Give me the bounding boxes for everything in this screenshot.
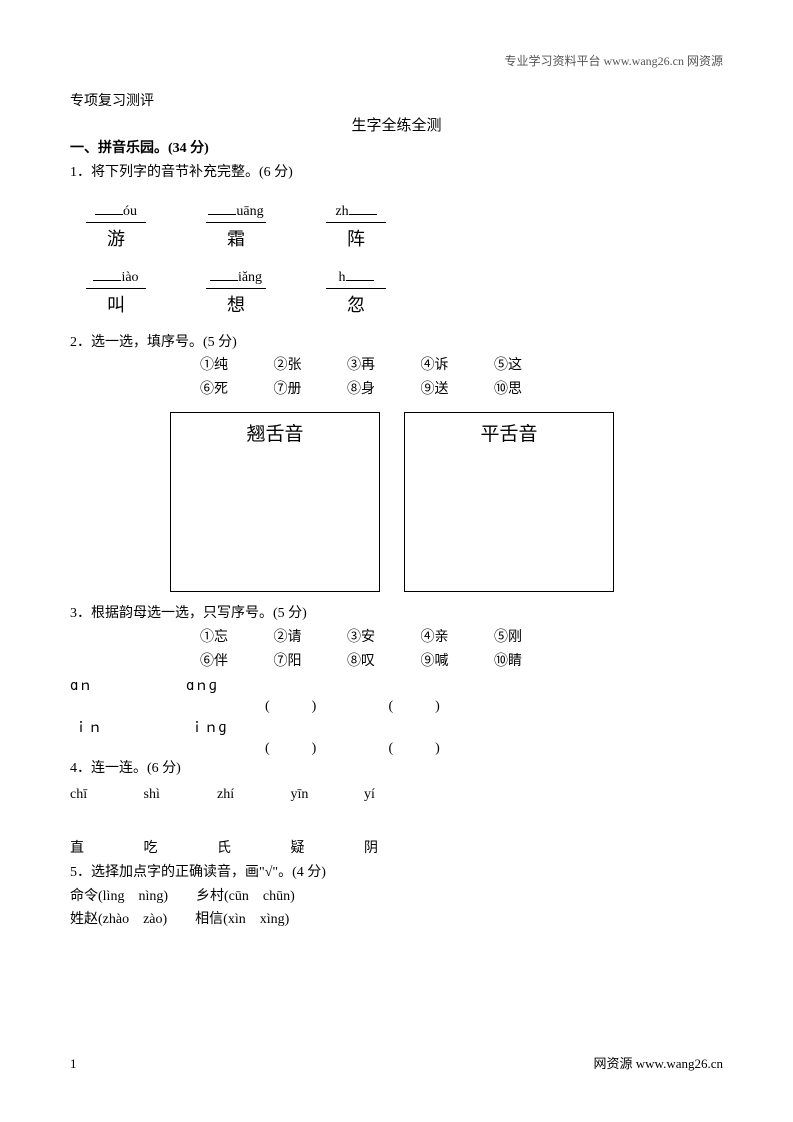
pinyin-item: uāng 霜 — [196, 201, 276, 251]
pinyin-item: yīn — [291, 783, 361, 807]
option: ⑤这 — [494, 354, 564, 378]
char-item: 氏 — [217, 837, 287, 861]
option: ⑧身 — [347, 378, 417, 402]
question-2-title: 2．选一选，填序号。(5 分) — [70, 331, 723, 355]
option: ⑥伴 — [200, 650, 270, 674]
char-text: 叫 — [107, 291, 125, 317]
section-title: 专项复习测评 — [70, 90, 723, 110]
option: ⑩睛 — [494, 650, 564, 674]
in-ing-row: ｉｎ ｉｎɡ — [70, 717, 723, 737]
q2-options-row2: ⑥死 ⑦册 ⑧身 ⑨送 ⑩思 — [200, 378, 723, 402]
char-item: 疑 — [291, 837, 361, 861]
option: ④诉 — [421, 354, 491, 378]
paren-blank[interactable]: ( ) — [389, 737, 509, 757]
pinyin-item: chī — [70, 783, 140, 807]
divider — [86, 222, 146, 223]
label-an: ɑｎ — [70, 675, 110, 695]
pinyin-item: shì — [144, 783, 214, 807]
divider — [206, 288, 266, 289]
an-ang-row: ɑｎ ɑｎɡ — [70, 675, 723, 695]
char-item: 吃 — [144, 837, 214, 861]
q2-options-row1: ①纯 ②张 ③再 ④诉 ⑤这 — [200, 354, 723, 378]
question-4-title: 4．连一连。(6 分) — [70, 757, 723, 781]
question-5-title: 5．选择加点字的正确读音，画"√"。(4 分) — [70, 861, 723, 885]
pinyin-item: yí — [364, 783, 434, 807]
blank-line[interactable] — [210, 267, 238, 281]
option: ③再 — [347, 354, 417, 378]
option: ⑥死 — [200, 378, 270, 402]
option: ⑦册 — [274, 378, 344, 402]
pinyin-fill-row-1: óu 游 uāng 霜 zh 阵 — [76, 201, 723, 251]
pinyin-item: zhí — [217, 783, 287, 807]
blank-line[interactable] — [95, 201, 123, 215]
pinyin-text: zh — [335, 204, 348, 220]
option: ⑩思 — [494, 378, 564, 402]
paren-row-1: ( ) ( ) — [265, 695, 723, 715]
pinyin-text: óu — [123, 204, 137, 220]
label-in: ｉｎ — [74, 717, 114, 737]
char-item: 阴 — [364, 837, 434, 861]
q5-line1: 命令(lìng nìng) 乡村(cūn chūn) — [70, 885, 723, 909]
blank-line[interactable] — [208, 201, 236, 215]
option: ②请 — [274, 626, 344, 650]
pinyin-fill-row-2: iào 叫 iǎng 想 h 忽 — [76, 267, 723, 317]
q5-line2: 姓赵(zhào zào) 相信(xìn xìng) — [70, 908, 723, 932]
option: ⑦阳 — [274, 650, 344, 674]
label-ing: ｉｎɡ — [190, 717, 270, 737]
answer-box-2[interactable]: 平舌音 — [404, 412, 614, 592]
option: ①纯 — [200, 354, 270, 378]
blank-line[interactable] — [346, 267, 374, 281]
main-title: 生字全练全测 — [70, 114, 723, 135]
divider — [86, 288, 146, 289]
divider — [326, 222, 386, 223]
q4-pinyin-row: chī shì zhí yīn yí — [70, 783, 723, 807]
box-title: 平舌音 — [405, 419, 613, 446]
pinyin-text: iào — [121, 270, 138, 286]
pinyin-item: óu 游 — [76, 201, 156, 251]
char-text: 想 — [227, 291, 245, 317]
paren-blank[interactable]: ( ) — [389, 695, 509, 715]
char-text: 游 — [107, 225, 125, 251]
question-3-title: 3．根据韵母选一选，只写序号。(5 分) — [70, 602, 723, 626]
answer-box-1[interactable]: 翘舌音 — [170, 412, 380, 592]
pinyin-item: h 忽 — [316, 267, 396, 317]
option: ①忘 — [200, 626, 270, 650]
label-ang: ɑｎɡ — [186, 675, 266, 695]
box-title: 翘舌音 — [171, 419, 379, 446]
pinyin-text: iǎng — [238, 270, 262, 286]
footer-source: 网资源 www.wang26.cn — [594, 1053, 724, 1072]
paren-blank[interactable]: ( ) — [265, 737, 385, 757]
blank-line[interactable] — [93, 267, 121, 281]
char-text: 阵 — [347, 225, 365, 251]
page-number: 1 — [70, 1056, 77, 1072]
header-source: 专业学习资料平台 www.wang26.cn 网资源 — [504, 52, 723, 69]
pinyin-item: iào 叫 — [76, 267, 156, 317]
q3-options-row1: ①忘 ②请 ③安 ④亲 ⑤刚 — [200, 626, 723, 650]
pinyin-text: h — [339, 270, 346, 286]
option: ②张 — [274, 354, 344, 378]
pinyin-item: zh 阵 — [316, 201, 396, 251]
divider — [326, 288, 386, 289]
q4-chars-row: 直 吃 氏 疑 阴 — [70, 837, 723, 861]
char-text: 忽 — [347, 291, 365, 317]
pinyin-item: iǎng 想 — [196, 267, 276, 317]
paren-row-2: ( ) ( ) — [265, 737, 723, 757]
char-text: 霜 — [227, 225, 245, 251]
paren-blank[interactable]: ( ) — [265, 695, 385, 715]
blank-line[interactable] — [349, 201, 377, 215]
option: ⑤刚 — [494, 626, 564, 650]
option: ⑧叹 — [347, 650, 417, 674]
option: ④亲 — [421, 626, 491, 650]
char-item: 直 — [70, 837, 140, 861]
question-1-sub: 1．将下列字的音节补充完整。(6 分) — [70, 161, 723, 185]
option: ⑨送 — [421, 378, 491, 402]
option: ③安 — [347, 626, 417, 650]
answer-boxes: 翘舌音 平舌音 — [170, 412, 723, 592]
pinyin-text: uāng — [236, 204, 263, 220]
divider — [206, 222, 266, 223]
question-1-header: 一、拼音乐园。(34 分) — [70, 137, 723, 161]
q3-options-row2: ⑥伴 ⑦阳 ⑧叹 ⑨喊 ⑩睛 — [200, 650, 723, 674]
option: ⑨喊 — [421, 650, 491, 674]
